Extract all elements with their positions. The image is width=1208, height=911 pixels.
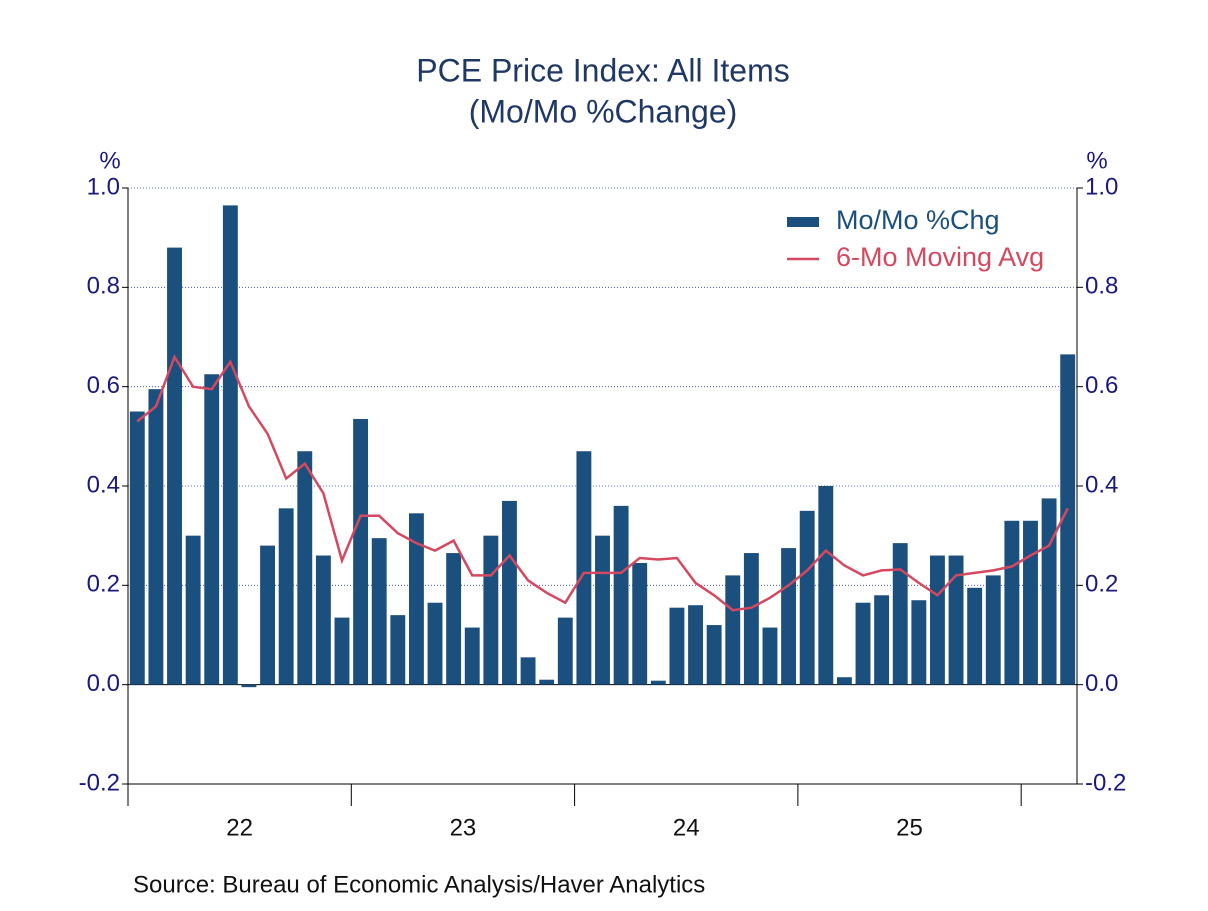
bar (613, 505, 629, 685)
bar (595, 535, 610, 685)
bar (315, 555, 331, 685)
bar (222, 205, 238, 685)
bar (985, 575, 1001, 685)
bar (1041, 498, 1057, 685)
y2-tick-label: -0.2 (1085, 769, 1126, 796)
y2-tick-label: 1.0 (1085, 173, 1118, 200)
bar (464, 627, 480, 685)
legend-label: 6-Mo Moving Avg (836, 242, 1044, 272)
bar (557, 617, 573, 685)
bar (148, 389, 164, 685)
bar (371, 538, 387, 685)
bar (129, 411, 145, 685)
bar (650, 680, 666, 685)
bar (334, 617, 350, 685)
bar (185, 535, 201, 685)
y-tick-label: 0.0 (87, 670, 120, 697)
chart-title: PCE Price Index: All Items (416, 52, 789, 88)
bar (688, 605, 703, 685)
line (136, 354, 1069, 612)
source-note: Source: Bureau of Economic Analysis/Have… (133, 871, 705, 898)
y-tick-label: 0.6 (87, 372, 120, 399)
bar (836, 677, 852, 685)
bar (427, 602, 443, 685)
bar (204, 374, 220, 685)
legend-swatch (787, 217, 819, 227)
bar (781, 548, 797, 685)
bar (1004, 520, 1020, 685)
bar (855, 602, 871, 685)
bar (911, 600, 927, 685)
bar (1060, 354, 1076, 685)
y2-tick-label: 0.6 (1085, 372, 1118, 399)
y-tick-label: 0.4 (87, 471, 120, 498)
x-group-label: 24 (673, 814, 700, 841)
x-group-label: 23 (450, 814, 477, 841)
bar (278, 508, 294, 685)
bar (706, 625, 722, 685)
bar (967, 587, 983, 685)
y-tick-label: -0.2 (79, 769, 120, 796)
y-tick-label: 0.2 (87, 571, 120, 598)
x-group-label: 22 (226, 814, 253, 841)
bar (669, 607, 685, 685)
legend-label: Mo/Mo %Chg (836, 205, 1000, 235)
bar (818, 486, 834, 685)
bar (408, 513, 424, 685)
y-tick-label: 1.0 (87, 173, 120, 200)
bar (297, 451, 313, 685)
bar (743, 553, 759, 685)
y-tick-label: 0.8 (87, 273, 120, 300)
bar (167, 247, 182, 685)
x-group-label: 25 (896, 814, 923, 841)
bar (632, 562, 648, 685)
bar (390, 615, 406, 685)
bar (799, 510, 815, 685)
y-axis-label: % (99, 147, 120, 174)
y2-tick-label: 0.0 (1085, 670, 1118, 697)
y2-tick-label: 0.8 (1085, 273, 1118, 300)
bar (520, 657, 536, 685)
bar (539, 679, 555, 685)
bar (725, 575, 741, 685)
bar (929, 555, 945, 685)
bar (483, 535, 499, 685)
chart-subtitle: (Mo/Mo %Change) (469, 93, 738, 129)
bar (892, 543, 908, 685)
bar (241, 684, 257, 688)
bar (1023, 520, 1038, 685)
y2-tick-label: 0.4 (1085, 471, 1118, 498)
bar (762, 627, 778, 685)
bar (353, 418, 369, 685)
bar (260, 545, 276, 685)
bar (446, 553, 462, 685)
bar (874, 595, 890, 685)
bar (576, 451, 592, 685)
y2-tick-label: 0.2 (1085, 571, 1118, 598)
y2-axis-label: % (1086, 147, 1107, 174)
bar (948, 555, 964, 685)
bar (502, 500, 517, 685)
